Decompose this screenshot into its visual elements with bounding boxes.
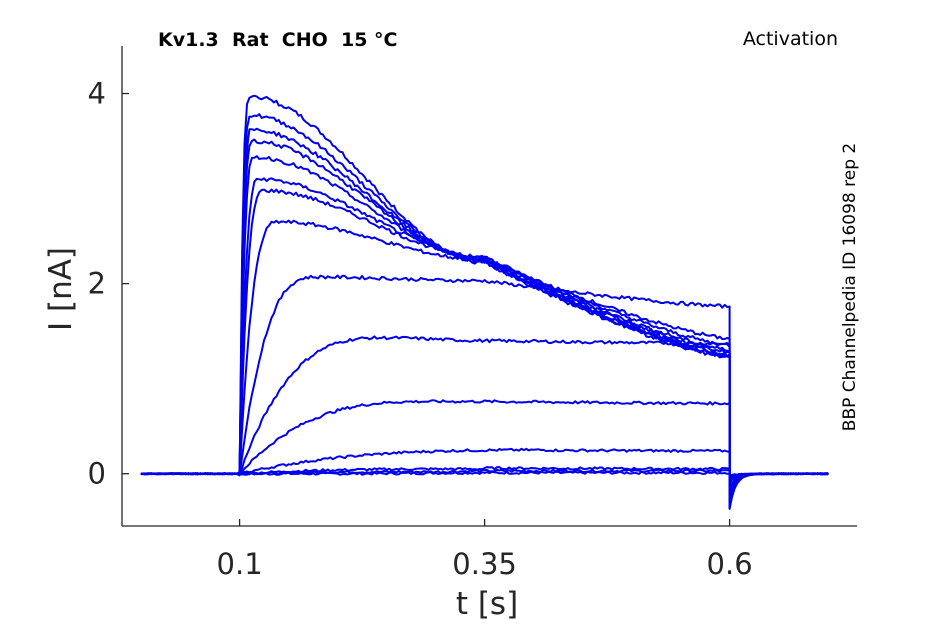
- x-axis-label: t [s]: [456, 586, 518, 622]
- current-trace-11: [140, 155, 829, 507]
- side-label: BBP Channelpedia ID 16098 rep 2: [840, 143, 860, 431]
- current-trace-6: [140, 335, 829, 494]
- x-tick-label: 0.35: [452, 547, 517, 581]
- y-tick-label: 0: [88, 457, 106, 491]
- chart-title: Kv1.3 Rat CHO 15 °C: [158, 29, 398, 51]
- current-trace-5: [140, 399, 829, 489]
- ticks: 0.1 0.35 0.6 0 2 4: [88, 77, 753, 581]
- current-trace-9: [140, 188, 829, 504]
- y-axis-label: I [nA]: [43, 247, 79, 331]
- y-tick-label: 4: [88, 77, 106, 111]
- current-traces: [140, 94, 829, 510]
- x-tick-label: 0.1: [217, 547, 263, 581]
- current-trace-7: [140, 274, 829, 499]
- current-trace-15: [140, 94, 829, 510]
- x-tick-label: 0.6: [707, 547, 753, 581]
- current-trace-4: [140, 447, 829, 485]
- panel-label: Activation: [743, 28, 838, 50]
- axes: [121, 46, 857, 527]
- current-trace-3: [140, 466, 829, 481]
- current-trace-10: [140, 177, 829, 506]
- y-tick-label: 2: [88, 267, 106, 301]
